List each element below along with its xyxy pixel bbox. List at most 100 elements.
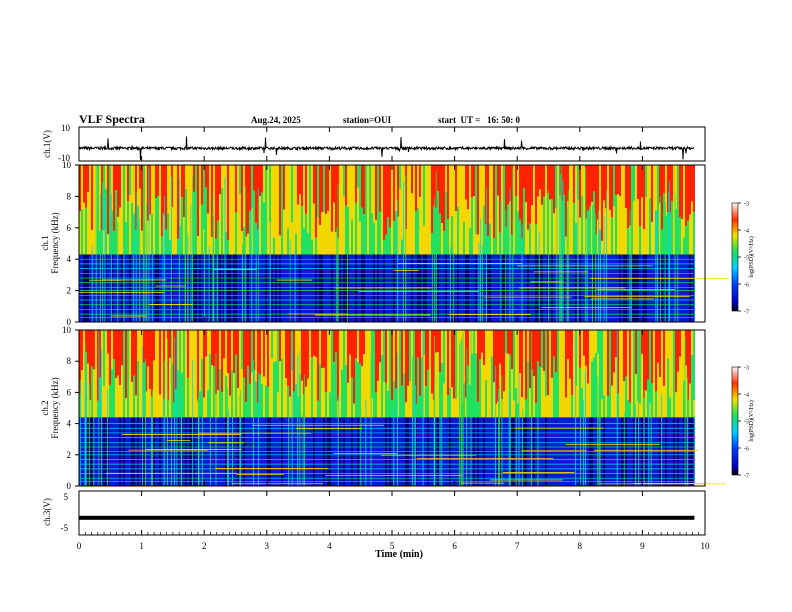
spectrogram-cell: [487, 165, 489, 237]
spectrogram-cell: [477, 254, 479, 322]
spectrogram-cell: [341, 330, 343, 370]
spectrogram-cell: [675, 254, 677, 322]
spectrogram-cell: [577, 330, 579, 403]
spectrogram-cell: [503, 213, 505, 255]
spectrogram-cell: [653, 204, 655, 255]
spectrogram-cell: [161, 165, 163, 237]
spectrogram-cell: [685, 165, 687, 226]
spectrogram-cell: [309, 234, 311, 255]
spectrogram-cell: [283, 165, 285, 210]
spectrogram-cell: [457, 381, 459, 418]
spectrogram-cell: [223, 165, 225, 239]
spectrogram-cell: [351, 219, 353, 255]
spectrogram-cell: [349, 330, 351, 355]
spectrogram-cell: [461, 229, 463, 255]
spectrogram-cell: [299, 165, 301, 195]
spectrogram-cell: [637, 254, 639, 322]
spectrogram-cell: [315, 330, 317, 358]
spectrogram-cell: [573, 372, 575, 418]
spectrogram-cell: [361, 366, 363, 418]
spectrogram-cell: [367, 165, 369, 228]
spectrogram-cell: [659, 377, 661, 418]
spectrogram-cell: [429, 165, 431, 207]
spectrogram-cell: [683, 330, 685, 382]
spectrogram-cell: [309, 330, 311, 354]
spectrogram-cell: [613, 206, 615, 255]
spectrogram-cell: [303, 330, 305, 395]
spectrogram-cell: [107, 234, 109, 255]
spectrogram-cell: [221, 392, 223, 418]
spectrogram-cell: [613, 165, 615, 207]
spectrogram-cell: [463, 382, 465, 418]
spectrogram-cell: [643, 254, 645, 322]
spectrogram-cell: [585, 365, 587, 418]
spectrogram-cell: [615, 330, 617, 358]
spectrogram-cell: [217, 254, 219, 322]
spectrogram-cell: [461, 165, 463, 230]
spectrogram-cell: [121, 330, 123, 366]
spectrogram-cell: [549, 165, 551, 200]
spectrogram-cell: [265, 330, 267, 386]
spectrogram-cell: [339, 330, 341, 355]
spectrogram-cell: [95, 371, 97, 418]
ch3-waveform-ylabel: ch.3(V): [42, 498, 52, 526]
spectrogram-cell: [105, 330, 107, 403]
spectrogram-cell: [145, 165, 147, 214]
spectrogram-cell: [141, 254, 143, 322]
spectrogram-cell: [515, 330, 517, 389]
spectrogram-cell: [351, 330, 353, 378]
spectrogram-cell: [639, 403, 641, 418]
x-tick-label: 9: [640, 541, 645, 551]
spectrogram-cell: [689, 330, 691, 384]
spectrogram-cell: [497, 254, 499, 322]
spectrogram-cell: [531, 205, 533, 255]
spectrogram-cell: [363, 354, 365, 418]
spectrogram-cell: [687, 399, 689, 418]
spectrogram-cell: [181, 372, 183, 418]
spectrogram-cell: [87, 191, 89, 255]
spectrogram-cell: [537, 196, 539, 255]
spectrogram-cell: [285, 330, 287, 379]
spectrogram-cell: [465, 254, 467, 322]
spectrogram-cell: [181, 197, 183, 255]
spectrogram-cell: [595, 352, 597, 418]
spectrogram-cell: [125, 222, 127, 255]
spectrogram-cell: [333, 165, 335, 203]
spectrogram-cell: [237, 229, 239, 255]
spectrogram-cell: [689, 254, 691, 322]
spectrogram-cell: [555, 372, 557, 418]
spectrogram-cell: [281, 191, 283, 255]
spectrogram-cell: [255, 381, 257, 418]
spectrogram-cell: [97, 254, 99, 322]
spectrogram-cell: [603, 165, 605, 201]
spectrogram-cell: [665, 216, 667, 255]
spectrogram-cell: [561, 330, 563, 358]
ch1-frequency-ticks: 0 2 4 6 8 10: [62, 160, 79, 327]
spectrogram-cell: [535, 165, 537, 224]
spectrogram-cell: [455, 399, 457, 418]
spectrogram-cell: [457, 254, 459, 322]
spectrogram-cell: [617, 165, 619, 195]
spectrogram-cell: [311, 165, 313, 240]
spectrogram-cell: [207, 390, 209, 418]
spectrogram-cell: [93, 330, 95, 370]
spectrogram-cell: [325, 165, 327, 215]
spectrogram-cell: [345, 365, 347, 418]
spectrogram-cell: [91, 366, 93, 418]
spectrogram-cell: [455, 330, 457, 400]
spectrogram-cell: [609, 390, 611, 418]
spectrogram-cell: [143, 165, 145, 214]
spectrogram-cell: [543, 196, 545, 255]
spectrogram-cell: [189, 254, 191, 322]
colorbar-tick-label: -6: [744, 283, 749, 289]
spectrogram-cell: [279, 361, 281, 418]
spectrogram-cell: [267, 254, 269, 322]
spectrogram-cell: [543, 330, 545, 372]
spectrogram-cell: [475, 165, 477, 235]
spectrogram-cell: [623, 330, 625, 382]
spectrogram-cell: [513, 165, 515, 220]
spectrogram-cell: [641, 165, 643, 198]
spectrogram-cell: [651, 383, 653, 418]
spectrogram-cell: [683, 237, 685, 255]
spectrogram-cell: [111, 330, 113, 369]
